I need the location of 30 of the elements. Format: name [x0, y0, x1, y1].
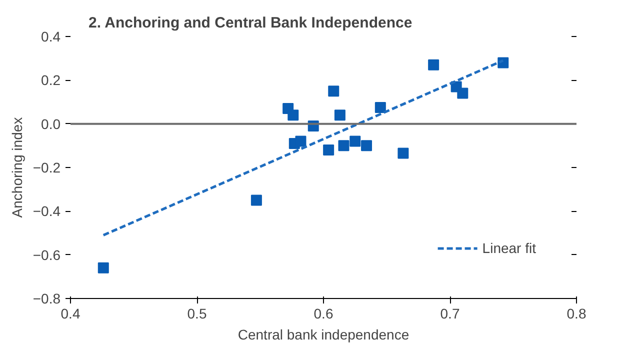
- x-tick-label: 0.8: [566, 306, 586, 322]
- y-tick-label: −0.8: [32, 290, 61, 306]
- legend-label: Linear fit: [482, 240, 536, 256]
- y-tick-label: −0.4: [32, 203, 61, 220]
- x-tick-label: 0.4: [60, 306, 80, 322]
- point: [328, 86, 340, 97]
- point: [457, 88, 468, 99]
- x-axis-title: Central bank independence: [238, 326, 410, 342]
- point: [350, 136, 361, 147]
- y-tick-label: −0.6: [32, 246, 61, 263]
- point: [323, 144, 334, 156]
- y-tick-label: 0.2: [41, 72, 61, 88]
- x-tick-label: 0.5: [187, 306, 207, 322]
- point: [361, 140, 372, 152]
- point: [250, 194, 262, 206]
- x-tick-label: 0.7: [440, 306, 460, 322]
- point: [288, 110, 299, 121]
- point: [334, 110, 346, 121]
- y-tick-label: −0.2: [32, 160, 61, 176]
- x-tick-label: 0.6: [314, 306, 334, 322]
- chart-title: 2. Anchoring and Central Bank Independence: [88, 14, 412, 32]
- point: [98, 262, 109, 274]
- point: [338, 140, 350, 152]
- y-axis-title: Anchoring index: [8, 117, 25, 218]
- point: [295, 136, 306, 147]
- point: [398, 148, 409, 159]
- y-tick-label: 0.4: [41, 28, 61, 44]
- point: [374, 102, 386, 113]
- y-tick-label: 0.0: [41, 116, 61, 132]
- point: [428, 59, 440, 70]
